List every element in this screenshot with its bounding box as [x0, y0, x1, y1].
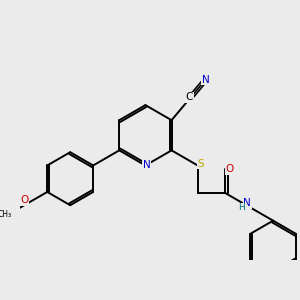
Text: S: S	[197, 159, 204, 169]
Text: N: N	[244, 198, 251, 208]
Text: C: C	[186, 92, 193, 102]
Text: N: N	[143, 160, 150, 170]
Text: O: O	[21, 195, 29, 205]
Text: CH₃: CH₃	[0, 210, 11, 219]
Text: O: O	[226, 164, 234, 174]
Text: H: H	[238, 203, 245, 212]
Text: N: N	[202, 75, 210, 85]
